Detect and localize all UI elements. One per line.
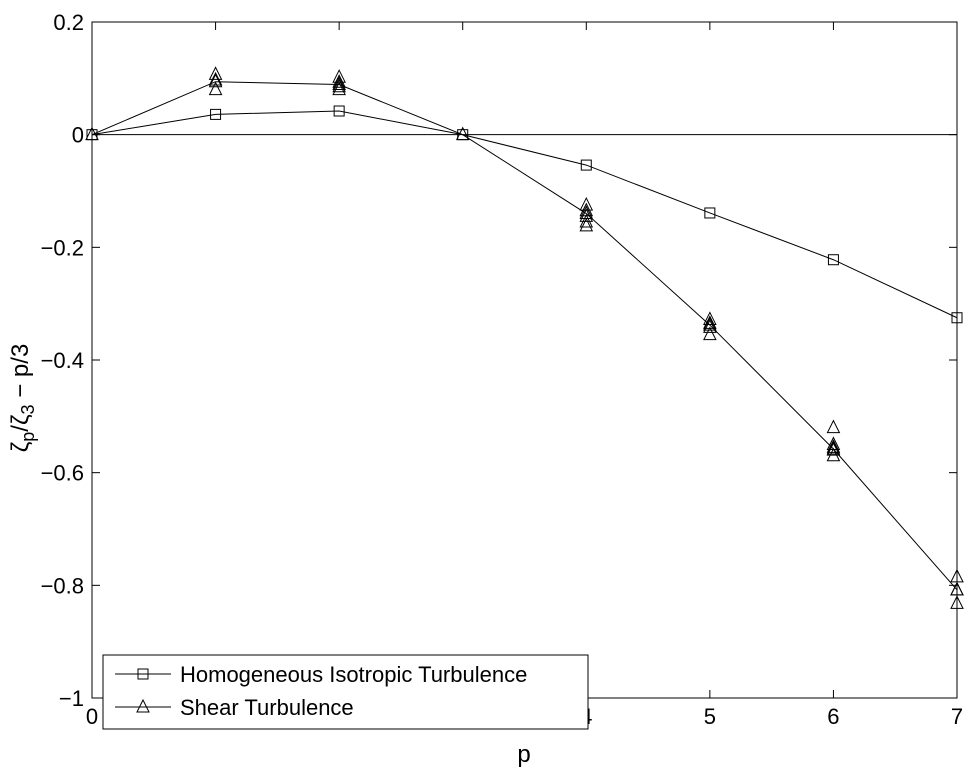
plot-area: 01234567−1−0.8−0.6−0.4−0.200.2 (41, 10, 964, 729)
data-point-shear (332, 76, 346, 91)
scatter-point-shear (579, 208, 594, 222)
data-point-shear (826, 440, 841, 455)
data-point-homogeneous (951, 312, 963, 324)
y-tick-label: −0.2 (41, 235, 84, 260)
legend-square-icon (137, 668, 149, 680)
y-label-rest: − p/3 (7, 344, 34, 405)
x-axis-label: p (517, 741, 530, 768)
y-tick-label: 0.2 (53, 10, 84, 35)
legend-entry-shear: Shear Turbulence (115, 695, 354, 720)
scatter-point-shear (826, 419, 841, 434)
x-tick-label: 5 (704, 704, 716, 729)
data-point-homogeneous (580, 159, 592, 171)
y-tick-label: 0 (72, 123, 84, 148)
scatter-point-shear (208, 81, 223, 96)
series-line-shear (91, 81, 958, 591)
scatter-point-shear (579, 217, 594, 232)
data-point-homogeneous (827, 254, 839, 266)
scatter-point-shear (703, 319, 717, 333)
data-point-homogeneous (210, 108, 222, 120)
scatter-point-shear (950, 581, 964, 596)
data-point-shear (85, 126, 99, 141)
y-tick-label: −0.8 (41, 573, 84, 598)
plot-frame (91, 21, 958, 699)
scatter-point-shear (208, 66, 223, 80)
data-point-homogeneous (704, 207, 716, 219)
legend: Homogeneous Isotropic Turbulence Shear T… (102, 654, 589, 730)
scatter-point-shear (703, 326, 717, 341)
scatter-point-shear (826, 442, 841, 456)
y-tick-label: −0.6 (41, 461, 84, 486)
scatter-point-shear (703, 311, 717, 325)
legend-box (102, 654, 589, 730)
scatter-point-shear (332, 78, 346, 93)
series-line-homogeneous (91, 110, 958, 319)
scatter-point-shear (950, 595, 964, 609)
y-label-sub-p: p (18, 432, 38, 442)
y-label-sub-3: 3 (18, 404, 38, 414)
scatter-point-shear (579, 213, 594, 228)
x-tick-label: 7 (951, 704, 963, 729)
legend-label-shear: Shear Turbulence (180, 695, 354, 720)
x-tick-label: 6 (827, 704, 839, 729)
y-axis-label: ζp/ζ3 − p/3 (7, 344, 38, 453)
scatter-point-shear (332, 81, 346, 96)
scatter-point-shear (332, 74, 346, 88)
y-tick-label: −0.4 (41, 348, 84, 373)
data-point-shear (455, 126, 470, 141)
y-tick-label: −1 (59, 686, 84, 711)
y-label-zeta-3: /ζ (7, 414, 34, 432)
scatter-point-shear (826, 439, 841, 453)
legend-entry-homogeneous: Homogeneous Isotropic Turbulence (115, 662, 527, 687)
data-point-homogeneous (333, 105, 345, 117)
x-tick-label: 0 (86, 704, 98, 729)
legend-triangle-icon (136, 698, 150, 713)
scatter-point-shear (826, 447, 841, 462)
data-point-shear (208, 73, 223, 88)
scatter-point-shear (208, 71, 223, 86)
y-label-zeta-p: ζ (7, 441, 34, 452)
legend-label-homogeneous: Homogeneous Isotropic Turbulence (180, 662, 527, 687)
